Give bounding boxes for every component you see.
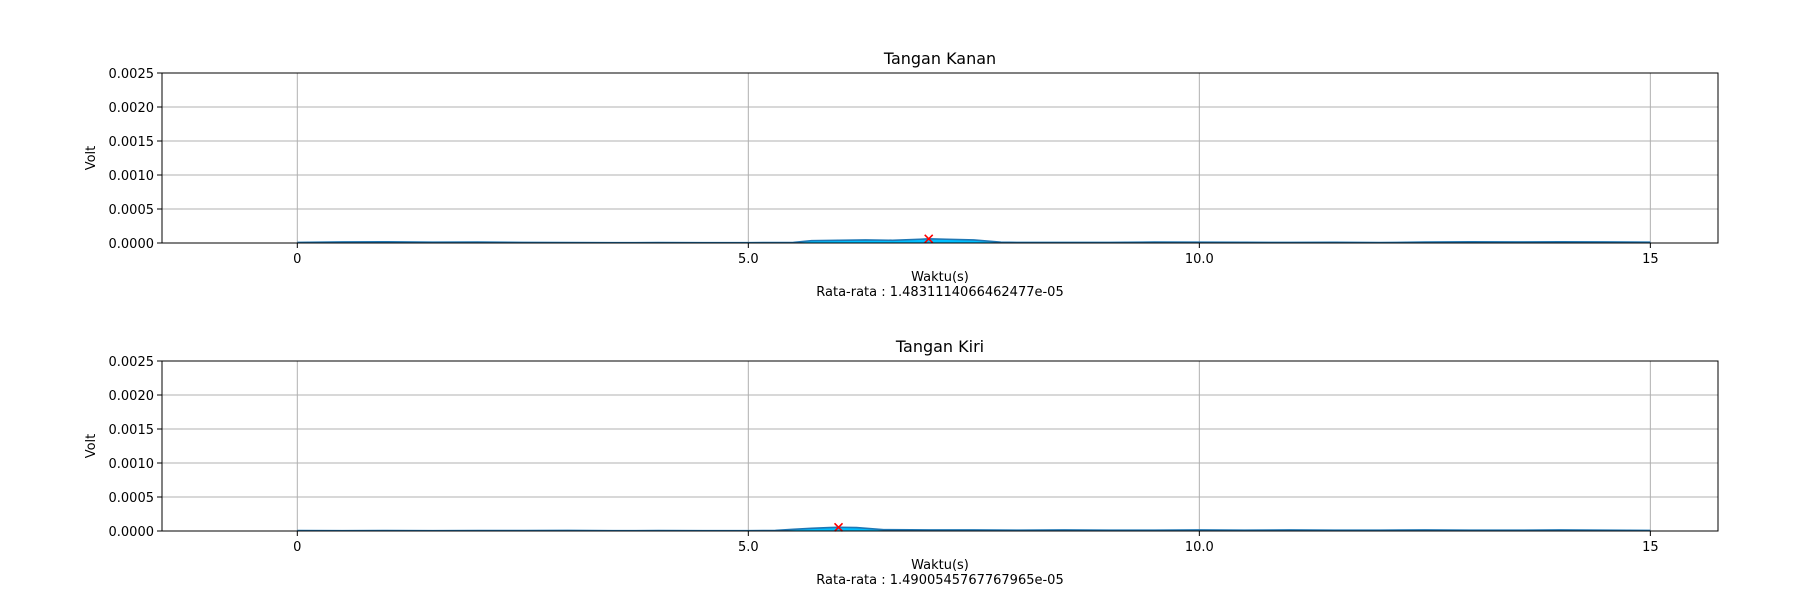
y-axis-label: Volt [84, 146, 99, 171]
chart-title: Tangan Kanan [883, 49, 996, 68]
x-axis-label: Waktu(s) [911, 558, 969, 573]
y-tick-label: 0.0000 [109, 237, 155, 252]
y-tick-label: 0.0025 [109, 355, 155, 370]
subplot-1: 0 5.0 10.0 15 0.0000 0.0005 0.0010 0.0015 0.0020… [84, 49, 1719, 300]
x-axis-label: Waktu(s) [911, 270, 969, 285]
x-tick-label: 5.0 [738, 540, 759, 555]
y-tick-label: 0.0010 [109, 457, 155, 472]
y-axis-label: Volt [84, 434, 99, 459]
plot-frame [161, 360, 1719, 532]
y-tick-label: 0.0015 [109, 135, 155, 150]
y-tick-label: 0.0010 [109, 169, 155, 184]
y-tick-label: 0.0020 [109, 101, 155, 116]
peak-marker [924, 234, 934, 244]
peak-marker [833, 522, 844, 532]
average-label: Rata-rata : 1.4900545767767965e-05 [816, 573, 1063, 588]
y-tick-label: 0.0020 [109, 389, 155, 404]
y-tick-label: 0.0005 [109, 491, 155, 506]
subplot-2: 0 5.0 10.0 15 0.0000 0.0005 0.0010 0.0015 0.0020… [84, 337, 1719, 588]
chart-title: Tangan Kiri [895, 337, 984, 356]
y-tick-label: 0.0025 [109, 67, 155, 82]
average-label: Rata-rata : 1.4831114066462477e-05 [816, 285, 1063, 300]
x-tick-label: 15 [1642, 252, 1659, 267]
peak-marker-stroke [924, 234, 934, 244]
series-line [297, 526, 1651, 532]
plot-frame [161, 72, 1719, 244]
y-tick-label: 0.0015 [109, 423, 155, 438]
x-tick-label: 0 [293, 252, 301, 267]
y-tick-label: 0.0005 [109, 203, 155, 218]
x-tick-label: 5.0 [738, 252, 759, 267]
peak-marker-stroke [833, 522, 844, 532]
x-tick-label: 10.0 [1185, 252, 1214, 267]
series-area [297, 238, 1651, 243]
x-tick-label: 15 [1642, 540, 1659, 555]
x-tick-label: 10.0 [1185, 540, 1214, 555]
y-tick-label: 0.0000 [109, 525, 155, 540]
x-tick-label: 0 [293, 540, 301, 555]
